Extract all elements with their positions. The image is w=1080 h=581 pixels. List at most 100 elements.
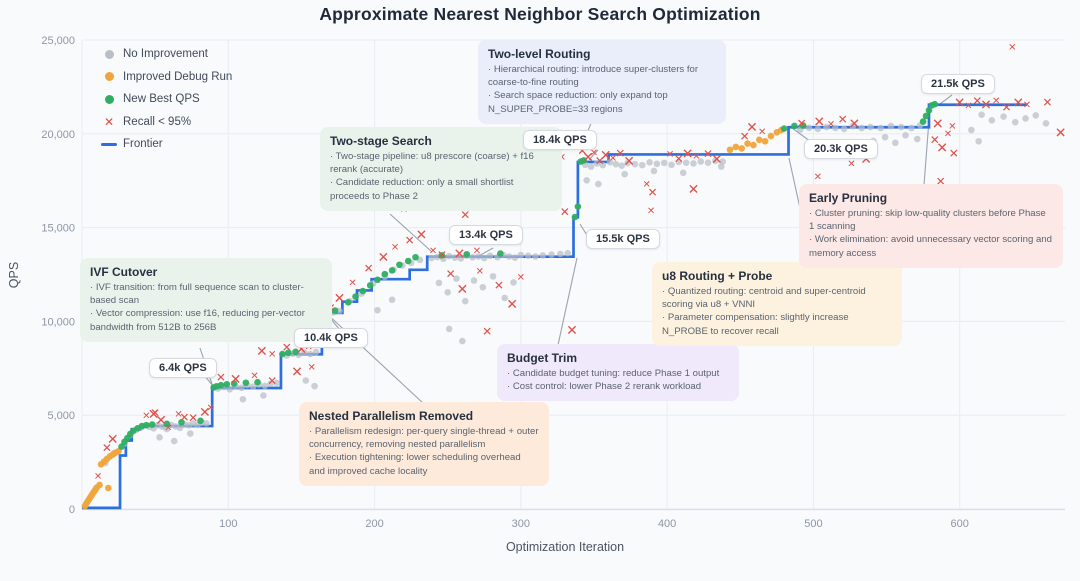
svg-text:✕: ✕ <box>282 340 292 354</box>
svg-text:✕: ✕ <box>746 119 758 135</box>
svg-text:✕: ✕ <box>377 249 389 265</box>
annotation-title: Budget Trim <box>507 351 578 365</box>
legend-item-recall-fail: ✕ Recall < 95% <box>103 114 192 129</box>
svg-text:✕: ✕ <box>250 371 258 382</box>
svg-text:✕: ✕ <box>623 153 635 169</box>
annotation-title: IVF Cutover <box>90 265 158 279</box>
annotation-budget-trim: Budget Trim · Candidate budget tuning: r… <box>497 344 739 402</box>
svg-text:✕: ✕ <box>1023 100 1031 111</box>
svg-text:✕: ✕ <box>647 186 657 200</box>
svg-text:✕: ✕ <box>930 133 940 147</box>
qps-milestone-13-4k: 13.4k QPS <box>449 225 523 245</box>
annotation-text: · Two-stage pipeline: u8 prescore (coars… <box>330 151 534 176</box>
gray-dot-icon <box>104 49 114 59</box>
svg-text:✕: ✕ <box>647 206 655 217</box>
svg-text:✕: ✕ <box>291 364 303 380</box>
svg-text:600: 600 <box>950 518 968 530</box>
svg-text:✕: ✕ <box>199 404 211 420</box>
svg-text:✕: ✕ <box>711 151 723 167</box>
x-axis-title: Optimization Iteration <box>505 540 625 554</box>
svg-text:✕: ✕ <box>758 127 766 138</box>
svg-text:✕: ✕ <box>179 410 189 424</box>
svg-text:✕: ✕ <box>1042 96 1052 110</box>
svg-text:✕: ✕ <box>703 147 713 161</box>
svg-text:✕: ✕ <box>405 233 415 247</box>
svg-text:✕: ✕ <box>482 325 492 339</box>
svg-text:✕: ✕ <box>972 94 982 108</box>
annotation-text: · Hierarchical routing: introduce super-… <box>488 64 699 89</box>
svg-text:✕: ✕ <box>688 181 700 197</box>
svg-text:✕: ✕ <box>142 411 150 422</box>
qps-milestone-6-4k: 6.4k QPS <box>149 358 217 378</box>
legend-item-improved-debug-run: Improved Debug Run <box>100 66 232 89</box>
svg-text:✕: ✕ <box>437 248 447 262</box>
svg-text:25,000: 25,000 <box>41 35 75 47</box>
svg-text:✕: ✕ <box>566 322 578 338</box>
svg-text:✕: ✕ <box>446 267 456 281</box>
svg-text:5,000: 5,000 <box>47 410 75 422</box>
legend: No Improvement Improved Debug Run New Be… <box>100 43 232 156</box>
svg-text:✕: ✕ <box>949 146 959 160</box>
svg-text:✕: ✕ <box>827 120 835 131</box>
svg-text:✕: ✕ <box>94 472 102 483</box>
annotation-text: · Candidate budget tuning: reduce Phase … <box>507 368 720 379</box>
svg-text:✕: ✕ <box>944 129 952 140</box>
svg-text:✕: ✕ <box>1008 42 1016 53</box>
chart-title: Approximate Nearest Neighbor Search Opti… <box>319 4 761 24</box>
svg-text:✕: ✕ <box>494 278 504 292</box>
annotation-early-pruning: Early Pruning · Cluster pruning: skip lo… <box>799 184 1063 268</box>
svg-text:✕: ✕ <box>948 122 956 133</box>
svg-text:✕: ✕ <box>155 412 167 428</box>
svg-text:✕: ✕ <box>334 290 346 306</box>
svg-text:✕: ✕ <box>615 146 625 160</box>
svg-text:✕: ✕ <box>814 172 822 183</box>
qps-milestone-15-5k: 15.5k QPS <box>586 229 660 249</box>
annotation-text: · IVF transition: from full sequence sca… <box>90 282 304 307</box>
svg-text:✕: ✕ <box>954 95 966 111</box>
svg-text:✕: ✕ <box>740 129 750 143</box>
svg-text:✕: ✕ <box>416 227 428 243</box>
svg-text:✕: ✕ <box>577 144 587 158</box>
annotation-two-stage-search: Two-stage Search · Two-stage pipeline: u… <box>320 127 562 211</box>
svg-text:✕: ✕ <box>150 406 160 420</box>
svg-text:✕: ✕ <box>848 115 860 131</box>
svg-text:✕: ✕ <box>216 370 226 384</box>
annotation-nested-parallelism-removed: Nested Parallelism Removed · Parallelism… <box>299 402 549 486</box>
svg-text:✕: ✕ <box>932 115 944 131</box>
svg-text:✕: ✕ <box>692 152 700 163</box>
svg-text:✕: ✕ <box>148 406 160 422</box>
annotation-text: · Parameter compensation: slightly incre… <box>662 312 849 337</box>
annotation-u8-routing-probe: u8 Routing + Probe · Quantized routing: … <box>652 262 902 346</box>
svg-text:✕: ✕ <box>560 205 570 219</box>
legend-item-no-improvement: No Improvement <box>100 43 232 66</box>
green-dot-icon <box>104 94 114 104</box>
annotation-title: u8 Routing + Probe <box>662 269 773 283</box>
svg-text:✕: ✕ <box>256 343 268 359</box>
svg-text:✕: ✕ <box>590 148 598 159</box>
svg-text:500: 500 <box>804 518 822 530</box>
svg-text:✕: ✕ <box>460 208 470 222</box>
qps-milestone-21-5k: 21.5k QPS <box>921 74 995 94</box>
svg-text:✕: ✕ <box>364 261 374 275</box>
svg-text:✕: ✕ <box>517 272 525 283</box>
svg-text:✕: ✕ <box>642 180 650 191</box>
annotation-ivf-cutover: IVF Cutover · IVF transition: from full … <box>80 258 332 342</box>
legend-item-frontier: Frontier <box>100 133 232 156</box>
svg-text:✕: ✕ <box>582 149 594 165</box>
svg-text:✕: ✕ <box>429 246 437 257</box>
annotation-text: · Candidate reduction: only a small shor… <box>330 177 514 202</box>
annotation-title: Early Pruning <box>809 191 888 205</box>
annotation-title: Nested Parallelism Removed <box>309 409 474 423</box>
svg-text:✕: ✕ <box>609 153 617 164</box>
annotation-title: Two-stage Search <box>330 134 432 148</box>
svg-text:✕: ✕ <box>674 152 684 166</box>
svg-text:200: 200 <box>365 518 383 530</box>
legend-item-new-best-qps: New Best QPS <box>100 88 232 111</box>
svg-text:✕: ✕ <box>1001 100 1011 114</box>
svg-text:✕: ✕ <box>813 113 825 129</box>
svg-text:✕: ✕ <box>476 267 484 278</box>
svg-text:✕: ✕ <box>992 96 1000 107</box>
svg-text:✕: ✕ <box>102 441 112 455</box>
annotation-text: · Quantized routing: centroid and super-… <box>662 286 866 311</box>
